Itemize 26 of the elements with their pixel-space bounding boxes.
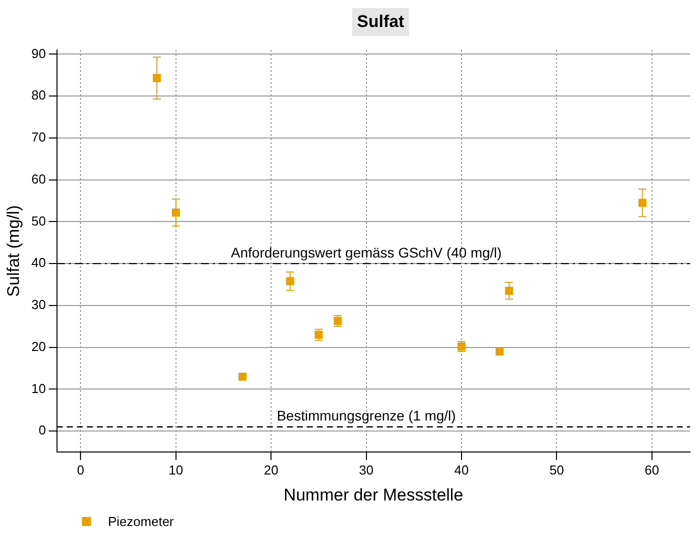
chart-title: Sulfat (352, 8, 410, 36)
y-tick-label: 70 (31, 130, 46, 145)
y-tick-label: 60 (31, 171, 46, 186)
y-tick-label: 30 (31, 297, 46, 312)
y-tick-label: 10 (31, 380, 46, 396)
x-tick-label: 40 (454, 462, 469, 478)
point (505, 286, 514, 295)
y-tick-label: 40 (31, 255, 46, 270)
y-tick-label: 50 (31, 213, 46, 228)
y-tick-label: 90 (31, 46, 46, 61)
y-tick-label: 0 (38, 422, 46, 438)
y-axis-title: Sulfat (mg/l) (4, 205, 23, 297)
ref-line-label: Anforderungswert gemäss GSchV (40 mg/l) (230, 244, 502, 260)
point (496, 347, 504, 356)
point (238, 372, 247, 381)
legend-label: Piezometer (108, 514, 174, 529)
x-tick-label: 0 (77, 462, 84, 478)
y-tick-label: 20 (31, 338, 46, 354)
x-tick-label: 60 (644, 462, 660, 478)
x-tick-label: 10 (168, 462, 184, 478)
x-tick-label: 30 (359, 462, 374, 478)
ref-line-label: Bestimmungsgrenze (1 mg/l) (276, 408, 456, 424)
x-axis-title: Nummer der Messstelle (284, 485, 464, 504)
x-tick-label: 20 (264, 462, 278, 478)
x-tick-label: 50 (549, 462, 564, 478)
y-tick-label: 80 (31, 88, 46, 103)
